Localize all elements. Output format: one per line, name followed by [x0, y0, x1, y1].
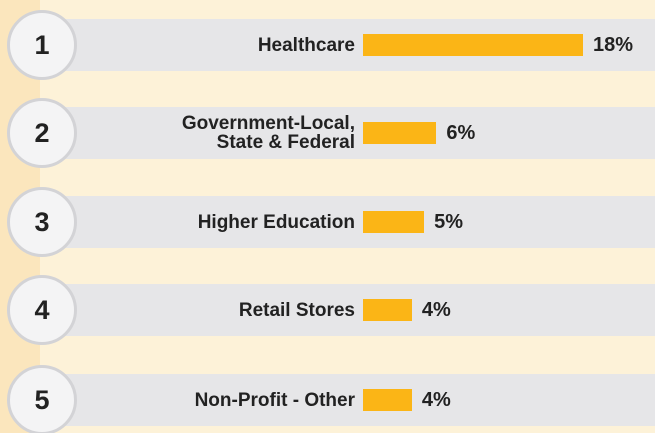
bar [363, 389, 412, 411]
rank-badge: 4 [7, 275, 77, 345]
row-band [40, 284, 655, 336]
row-band [40, 196, 655, 248]
bar [363, 34, 583, 56]
category-label: Retail Stores [238, 299, 355, 321]
value-label: 6% [446, 122, 476, 144]
value-label: 5% [434, 211, 464, 233]
row-band [40, 374, 655, 426]
rank-badge: 2 [7, 98, 77, 168]
value-label: 4% [421, 299, 451, 321]
value-label: 4% [421, 389, 451, 411]
bar [363, 122, 437, 144]
category-label: Healthcare [257, 34, 355, 56]
category-label: Government-Local, State & Federal [181, 113, 355, 153]
rank-badge: 3 [7, 187, 77, 257]
category-label: Non-Profit - Other [194, 389, 355, 411]
bar [363, 299, 412, 321]
rank-badge: 1 [7, 10, 77, 80]
bar [363, 211, 425, 233]
row-band [40, 107, 655, 159]
rank-badge: 5 [7, 365, 77, 433]
category-label: Higher Education [197, 211, 355, 233]
value-label: 18% [593, 34, 634, 56]
